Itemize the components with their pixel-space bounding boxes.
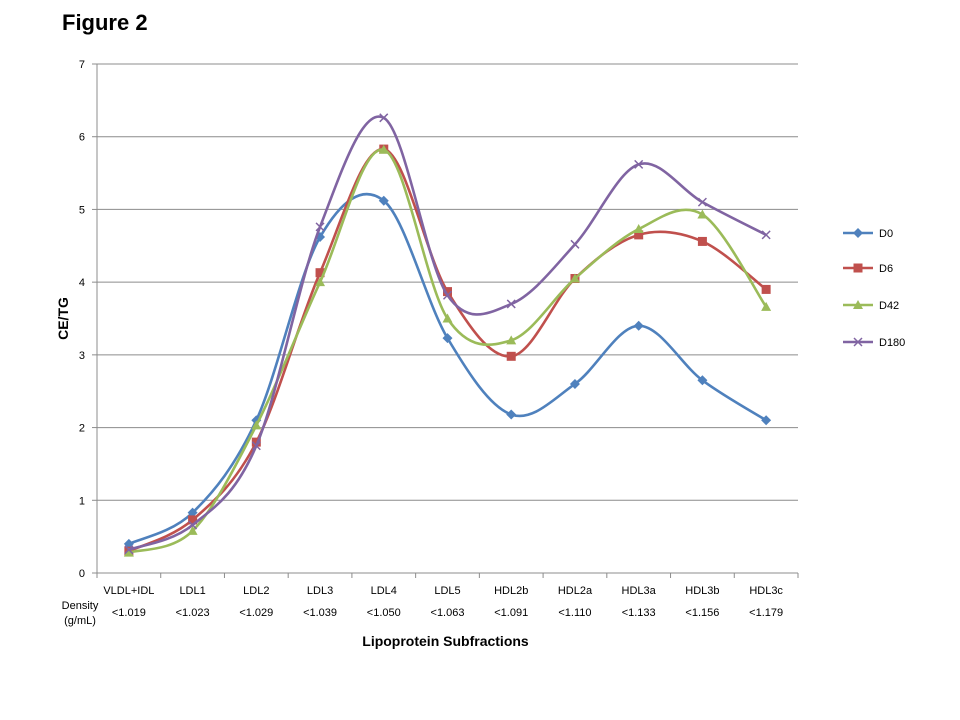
y-axis-title: CE/TG [55,297,71,340]
data-point [443,287,452,297]
y-tick-label: 1 [79,495,85,507]
figure-title: Figure 2 [62,10,148,35]
data-point [187,507,198,518]
legend-item-D0: D0 [843,228,893,240]
data-point [124,545,134,555]
density-labels: Density (g/mL) <1.019 <1.023 <1.029 <1.039 <1.… [62,600,783,627]
legend-label: D180 [879,337,905,349]
y-tick-label: 7 [79,59,85,71]
data-point [251,437,261,447]
data-point [697,209,708,219]
density-value: <1.019 [112,607,146,619]
data-point [378,195,389,206]
data-point [315,277,326,287]
data-point [761,301,772,311]
data-point [379,113,389,123]
data-point [506,351,516,361]
data-point [442,333,453,344]
data-point [761,415,772,426]
data-point [506,299,516,309]
gridlines [97,63,798,501]
x-axis-title: Lipoprotein Subfractions [362,633,529,649]
series-group [123,113,772,557]
x-tick-label: LDL1 [179,585,205,597]
data-point [506,335,517,345]
data-point [761,230,771,240]
series-D0 [123,192,772,549]
data-point [188,515,198,525]
legend-item-D180: D180 [843,337,905,349]
legend-marker [853,337,863,347]
y-tick-label: 4 [79,277,85,289]
x-tick-label: HDL2a [558,585,593,597]
data-point [123,547,134,557]
density-row-label: (g/mL) [64,615,96,627]
x-tick-label: VLDL+IDL [103,585,154,597]
density-value: <1.091 [494,607,528,619]
density-value: <1.179 [749,607,783,619]
axes [92,63,799,578]
data-point [315,268,325,278]
legend-marker [853,228,863,238]
data-point [251,420,262,430]
density-value: <1.110 [558,607,591,619]
data-point [506,409,517,420]
x-tick-label: LDL3 [307,585,333,597]
y-tick-label: 2 [79,423,85,435]
density-value: <1.063 [431,607,465,619]
data-point [442,290,453,300]
data-point [187,525,198,535]
legend: D0 D6 D42 D180 [843,228,905,349]
legend-marker [853,263,863,273]
x-category-labels: VLDL+IDL LDL1 LDL2 LDL3 LDL4 LDL5 HDL2b HDL2a HD… [103,585,783,597]
density-value: <1.039 [303,607,337,619]
x-tick-label: HDL3a [622,585,657,597]
data-point [315,222,325,232]
data-point [442,313,453,323]
data-point [569,378,580,389]
y-tick-label: 6 [79,132,85,144]
density-value: <1.133 [622,607,656,619]
legend-label: D42 [879,300,899,312]
legend-label: D6 [879,263,893,275]
density-value: <1.050 [367,607,401,619]
data-point [570,239,580,249]
data-point [251,441,261,451]
legend-marker [853,300,863,309]
y-tick-labels: 0 1 2 3 4 5 6 7 [79,59,85,580]
x-tick-label: HDL2b [494,585,528,597]
density-value: <1.029 [239,607,273,619]
density-value: <1.156 [685,607,719,619]
data-point [697,197,707,207]
x-tick-label: HDL3b [685,585,719,597]
data-point [634,159,644,169]
x-tick-label: HDL3c [749,585,783,597]
density-row-label: Density [62,600,99,612]
data-point [378,144,389,154]
y-tick-label: 0 [79,568,85,580]
data-point [569,273,580,283]
data-point [633,320,644,331]
density-value: <1.023 [176,607,210,619]
data-point [697,375,708,386]
y-tick-label: 3 [79,350,85,362]
legend-item-D6: D6 [843,263,893,275]
data-point [633,224,644,234]
y-tick-label: 5 [79,204,85,216]
series-D42 [123,144,772,557]
data-point [761,284,771,294]
legend-item-D42: D42 [843,300,899,312]
x-tick-label: LDL2 [243,585,269,597]
data-point [697,236,707,246]
series-D180 [124,113,771,555]
legend-label: D0 [879,228,893,240]
series-line [128,192,767,546]
data-point [634,230,644,240]
series-line [128,148,768,554]
data-point [188,520,198,530]
x-tick-label: LDL4 [371,585,397,597]
x-tick-label: LDL5 [434,585,460,597]
